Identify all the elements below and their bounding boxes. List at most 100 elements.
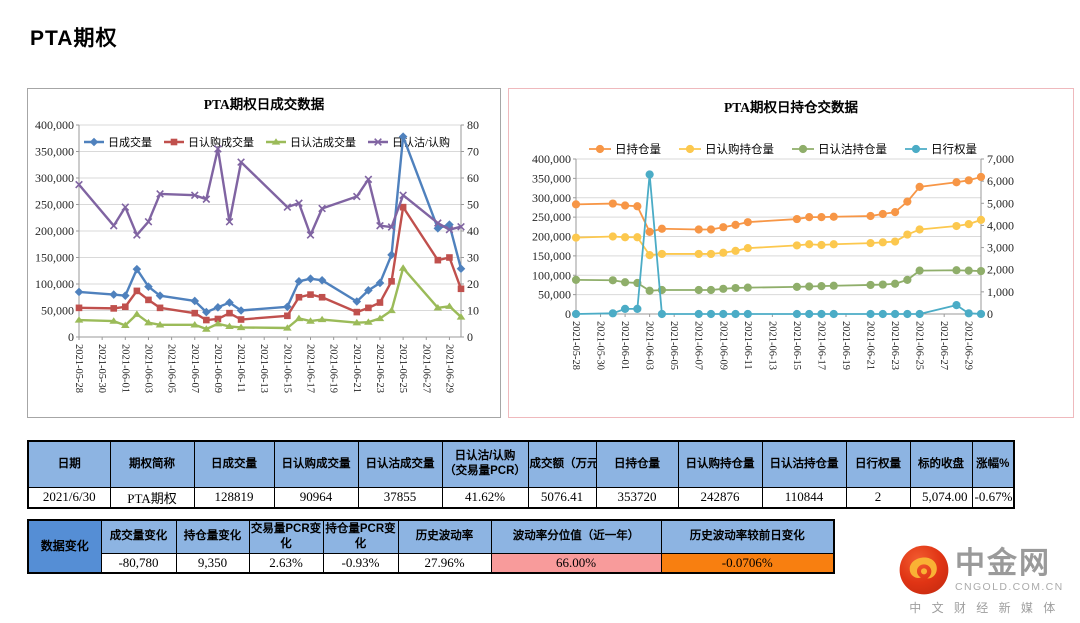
- daily-volume-chart: 0 50,000 100,000 150,000 200,000 250,000 300,0…: [27, 88, 501, 418]
- triangle-marker-icon: [398, 264, 408, 271]
- circle-marker-icon: [571, 200, 581, 209]
- x-marker-icon: [433, 219, 442, 227]
- circle-marker-icon: [633, 202, 642, 211]
- svg-text:2021-06-27: 2021-06-27: [420, 344, 431, 393]
- svg-text:日认购成交量: 日认购成交量: [188, 135, 254, 149]
- x-marker-icon: [225, 217, 234, 226]
- svg-text:0: 0: [467, 330, 473, 344]
- x-marker-icon: [374, 138, 382, 146]
- circle-marker-icon: [903, 275, 912, 284]
- changes-table: 数据变化 成交量变化 持仓量变化 交易量PCR变化 持仓量PCR变化 历史波动率…: [27, 519, 835, 575]
- svg-text:2021-06-01: 2021-06-01: [619, 321, 630, 370]
- svg-text:3,000: 3,000: [987, 241, 1014, 255]
- diamond-marker-icon: [433, 224, 443, 233]
- legend-item-日成交量: 日成交量: [84, 135, 152, 149]
- value-cell-put-oi: 110844: [761, 486, 847, 509]
- circle-marker-icon: [645, 251, 654, 260]
- svg-text:2021-06-27: 2021-06-27: [938, 321, 949, 370]
- svg-text:2021-06-15: 2021-06-15: [791, 321, 802, 370]
- changes-header-row: 数据变化 成交量变化 持仓量变化 交易量PCR变化 持仓量PCR变化 历史波动率…: [27, 519, 835, 574]
- triangle-marker-icon: [132, 310, 142, 317]
- circle-marker-icon: [792, 214, 802, 224]
- x-marker-icon: [457, 222, 465, 231]
- header-cell-option-name: 期权简称: [109, 440, 195, 488]
- circle-marker-icon: [890, 237, 900, 246]
- circle-marker-icon: [645, 170, 654, 179]
- x-marker-icon: [364, 175, 373, 184]
- x-marker-icon: [318, 204, 326, 213]
- square-marker-icon: [388, 278, 395, 285]
- circle-marker-icon: [657, 309, 667, 319]
- circle-marker-icon: [731, 283, 740, 293]
- svg-text:日认沽持仓量: 日认沽持仓量: [818, 142, 887, 156]
- daily-volume-chart-svg: 0 50,000 100,000 150,000 200,000 250,000 300,0…: [35, 96, 479, 393]
- circle-marker-icon: [706, 225, 716, 234]
- x-marker-icon: [214, 144, 222, 153]
- triangle-marker-icon: [109, 317, 119, 324]
- square-marker-icon: [318, 293, 326, 301]
- circle-marker-icon: [976, 309, 986, 319]
- svg-text:350,000: 350,000: [35, 145, 74, 159]
- header-cell-exercise-volume: 日行权量: [845, 440, 911, 488]
- daily-open-interest-chart: 0 50,000 100,000 150,000 200,000 250,000 300,0…: [508, 88, 1074, 418]
- circle-marker-icon: [903, 230, 912, 239]
- series-日认沽持仓量: [571, 266, 986, 295]
- circle-marker-icon: [878, 238, 887, 247]
- svg-text:2021-06-03: 2021-06-03: [142, 344, 153, 393]
- summary-header-row: 日期 期权简称 日成交量 日认购成交量 日认沽成交量 日认沽/认购（交易量PCR…: [27, 440, 1015, 488]
- svg-text:2021-06-21: 2021-06-21: [351, 344, 362, 393]
- circle-marker-icon: [903, 309, 912, 319]
- svg-text:2021-06-01: 2021-06-01: [119, 344, 130, 393]
- triangle-marker-icon: [433, 304, 443, 311]
- circle-marker-icon: [878, 280, 887, 289]
- circle-marker-icon: [964, 220, 973, 229]
- circle-marker-icon: [952, 221, 961, 231]
- value-cell-change-pct: -0.67%: [971, 486, 1015, 509]
- axes: [78, 125, 462, 338]
- circle-marker-icon: [829, 240, 838, 249]
- svg-text:7,000: 7,000: [987, 152, 1014, 166]
- circle-marker-icon: [805, 309, 814, 319]
- square-marker-icon: [226, 309, 233, 317]
- circle-marker-icon: [964, 176, 973, 185]
- triangle-marker-icon: [352, 318, 362, 326]
- chart-title: PTA期权日成交数据: [204, 96, 325, 112]
- circle-marker-icon: [952, 178, 961, 187]
- triangle-marker-icon: [375, 314, 385, 322]
- square-marker-icon: [156, 304, 164, 312]
- legend-item-日行权量: 日行权量: [905, 143, 977, 156]
- diamond-marker-icon: [236, 306, 246, 315]
- diamond-marker-icon: [213, 303, 223, 312]
- series-日认沽成交量: [74, 264, 466, 332]
- diamond-marker-icon: [317, 275, 327, 285]
- triangle-marker-icon: [202, 325, 211, 332]
- diamond-marker-icon: [294, 277, 304, 286]
- x-marker-icon: [109, 221, 118, 230]
- svg-text:2021-05-30: 2021-05-30: [595, 321, 606, 370]
- svg-text:70: 70: [467, 145, 479, 159]
- circle-marker-icon: [805, 240, 814, 249]
- svg-text:2021-06-17: 2021-06-17: [305, 344, 316, 393]
- svg-text:40: 40: [467, 224, 479, 238]
- svg-text:250,000: 250,000: [35, 198, 74, 212]
- circle-marker-icon: [657, 249, 667, 259]
- circle-marker-icon: [731, 309, 740, 319]
- svg-text:200,000: 200,000: [532, 230, 571, 244]
- legend-item-日认沽/认购: 日认沽/认购: [368, 135, 450, 149]
- circle-marker-icon: [817, 240, 826, 250]
- value-cell-hv-daily-change: -0.0706%: [660, 552, 835, 574]
- value-cell-oi-pcr-change: -0.93%: [322, 552, 399, 574]
- svg-text:2021-06-03: 2021-06-03: [644, 321, 655, 370]
- svg-text:350,000: 350,000: [532, 171, 571, 185]
- x-marker-icon: [387, 223, 396, 231]
- circle-marker-icon: [706, 249, 716, 259]
- x-marker-icon: [376, 221, 384, 230]
- diamond-marker-icon: [387, 250, 396, 260]
- triangle-marker-icon: [294, 314, 304, 322]
- svg-text:100,000: 100,000: [532, 268, 571, 282]
- circle-marker-icon: [694, 225, 703, 234]
- cngold-logo: 中金网 CNGOLD.COM.CN 中 文 财 经 新 媒 体: [898, 544, 1070, 616]
- svg-text:日持仓量: 日持仓量: [615, 142, 661, 156]
- value-cell-volatility-percentile: 66.00%: [490, 552, 662, 574]
- circle-marker-icon: [731, 246, 740, 255]
